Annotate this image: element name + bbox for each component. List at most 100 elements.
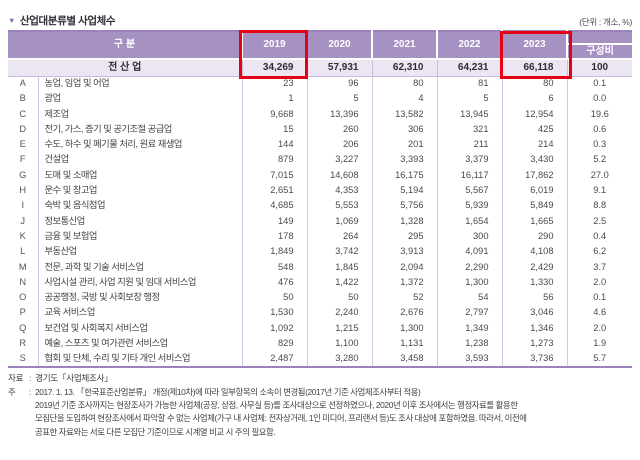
row-value: 6 xyxy=(501,91,567,107)
row-code: A xyxy=(19,78,26,89)
header-year-2019: 2019 xyxy=(241,31,307,60)
row-value: 0.1 xyxy=(566,76,632,92)
total-value-composition: 100 xyxy=(566,59,632,77)
row-value: 4.6 xyxy=(566,305,632,321)
row-value: 1,422 xyxy=(306,274,372,291)
row-value: 80 xyxy=(501,76,567,92)
row-value: 178 xyxy=(241,228,307,245)
total-row-label: 전 산 업 xyxy=(8,59,242,77)
table-container: 구 분 2019 2020 2021 2022 2023 구성비 전 산 업 3… xyxy=(8,30,632,368)
row-name: 전문, 과학 및 기술 서비스업 xyxy=(37,259,242,275)
row-value: 0.6 xyxy=(566,121,632,138)
row-value: 321 xyxy=(436,121,502,138)
row-value: 1 xyxy=(241,91,307,107)
row-value: 3,593 xyxy=(436,351,502,367)
row-value: 1,849 xyxy=(241,244,307,260)
row-value: 2.5 xyxy=(566,213,632,229)
row-value: 211 xyxy=(436,137,502,153)
row-value: 9,668 xyxy=(241,106,307,122)
table-row: S 협회 및 단체, 수리 및 기타 개인 서비스업 2,487 3,280 3… xyxy=(8,351,632,367)
row-value: 1,665 xyxy=(501,213,567,229)
row-value: 96 xyxy=(306,76,372,92)
row-value: 306 xyxy=(371,121,437,138)
row-value: 50 xyxy=(306,290,372,306)
table-row: R 예술, 스포츠 및 여가관련 서비스업 829 1,100 1,131 1,… xyxy=(8,336,632,352)
industry-table-body: 전 산 업 34,269 57,931 62,310 64,231 66,118… xyxy=(8,59,632,367)
row-value: 23 xyxy=(241,76,307,92)
table-row: N 사업시설 관리, 사업 지원 및 임대 서비스업 476 1,422 1,3… xyxy=(8,274,632,291)
row-value: 1,372 xyxy=(371,274,437,291)
row-value: 8.8 xyxy=(566,198,632,214)
row-value: 144 xyxy=(241,137,307,153)
row-value: 1,273 xyxy=(501,336,567,352)
row-name: 교육 서비스업 xyxy=(37,305,242,321)
row-value: 1,346 xyxy=(501,320,567,337)
row-value: 17,862 xyxy=(501,167,567,184)
row-value: 5 xyxy=(436,91,502,107)
footnote-label: 주 xyxy=(8,386,16,397)
row-value: 1,131 xyxy=(371,336,437,352)
row-name: 예술, 스포츠 및 여가관련 서비스업 xyxy=(37,336,242,352)
row-value: 4,353 xyxy=(306,183,372,199)
row-value: 2,651 xyxy=(241,183,307,199)
row-value: 3,393 xyxy=(371,152,437,168)
row-name: 운수 및 창고업 xyxy=(37,183,242,199)
footnote-line: 2019년 기준 조사까지는 현장조사가 가능한 사업체(공장, 상점, 사무실… xyxy=(34,400,518,411)
row-code: B xyxy=(19,93,26,104)
row-value: 1,069 xyxy=(306,213,372,229)
section-title: ▼ 산업대분류별 사업체수 xyxy=(8,13,116,28)
row-value: 214 xyxy=(501,137,567,153)
row-name: 숙박 및 음식점업 xyxy=(37,198,242,214)
row-value: 50 xyxy=(241,290,307,306)
row-name: 공공행정, 국방 및 사회보장 행정 xyxy=(37,290,242,306)
row-value: 2,429 xyxy=(501,259,567,275)
row-value: 2,094 xyxy=(371,259,437,275)
row-value: 5,756 xyxy=(371,198,437,214)
row-value: 16,175 xyxy=(371,167,437,184)
row-value: 1,328 xyxy=(371,213,437,229)
title-bar: ▼ 산업대분류별 사업체수 (단위 : 개소, %) xyxy=(0,0,640,30)
row-code: K xyxy=(19,230,26,241)
row-value: 2,676 xyxy=(371,305,437,321)
row-code: C xyxy=(19,108,27,119)
footnote-line: 공표한 자료와는 서로 다른 모집단 기준이므로 시계열 비교 시 주의 필요함… xyxy=(34,426,276,437)
row-value: 3,742 xyxy=(306,244,372,260)
row-code: R xyxy=(19,338,27,349)
row-value: 3,280 xyxy=(306,351,372,367)
row-name: 제조업 xyxy=(37,106,242,122)
row-value: 13,945 xyxy=(436,106,502,122)
row-value: 1,300 xyxy=(371,320,437,337)
row-value: 13,396 xyxy=(306,106,372,122)
table-row: Q 보건업 및 사회복지 서비스업 1,092 1,215 1,300 1,34… xyxy=(8,320,632,337)
row-value: 5,849 xyxy=(501,198,567,214)
row-value: 5.2 xyxy=(566,152,632,168)
row-value: 0.1 xyxy=(566,290,632,306)
row-value: 3.7 xyxy=(566,259,632,275)
row-value: 6,019 xyxy=(501,183,567,199)
table-row: K 금융 및 보험업 178 264 295 300 290 0.4 xyxy=(8,228,632,245)
row-value: 15 xyxy=(241,121,307,138)
row-value: 201 xyxy=(371,137,437,153)
row-value: 27.0 xyxy=(566,167,632,184)
row-value: 1,530 xyxy=(241,305,307,321)
row-value: 149 xyxy=(241,213,307,229)
total-value-2019: 34,269 xyxy=(241,59,307,77)
row-value: 300 xyxy=(436,228,502,245)
row-value: 1,845 xyxy=(306,259,372,275)
footnote-line: 2017. 1. 13. 「한국표준산업분류」 개정(제10차)에 따라 일부항… xyxy=(34,386,421,397)
row-value: 52 xyxy=(371,290,437,306)
unit-note: (단위 : 개소, %) xyxy=(579,17,632,27)
footnote-body: 2017. 1. 13. 「한국표준산업분류」 개정(제10차)에 따라 일부항… xyxy=(35,386,527,440)
row-value: 56 xyxy=(501,290,567,306)
row-value: 1,238 xyxy=(436,336,502,352)
triangle-marker-icon: ▼ xyxy=(8,16,16,25)
row-name: 광업 xyxy=(37,91,242,107)
source-label: 자료 xyxy=(8,372,24,383)
header-year-2021: 2021 xyxy=(371,31,437,60)
row-code: J xyxy=(20,215,26,226)
row-value: 548 xyxy=(241,259,307,275)
footnote: 주 : 2017. 1. 13. 「한국표준산업분류」 개정(제10차)에 따라… xyxy=(8,386,632,440)
table-header: 구 분 2019 2020 2021 2022 2023 구성비 xyxy=(8,31,632,60)
row-value: 2,240 xyxy=(306,305,372,321)
row-value: 16,117 xyxy=(436,167,502,184)
